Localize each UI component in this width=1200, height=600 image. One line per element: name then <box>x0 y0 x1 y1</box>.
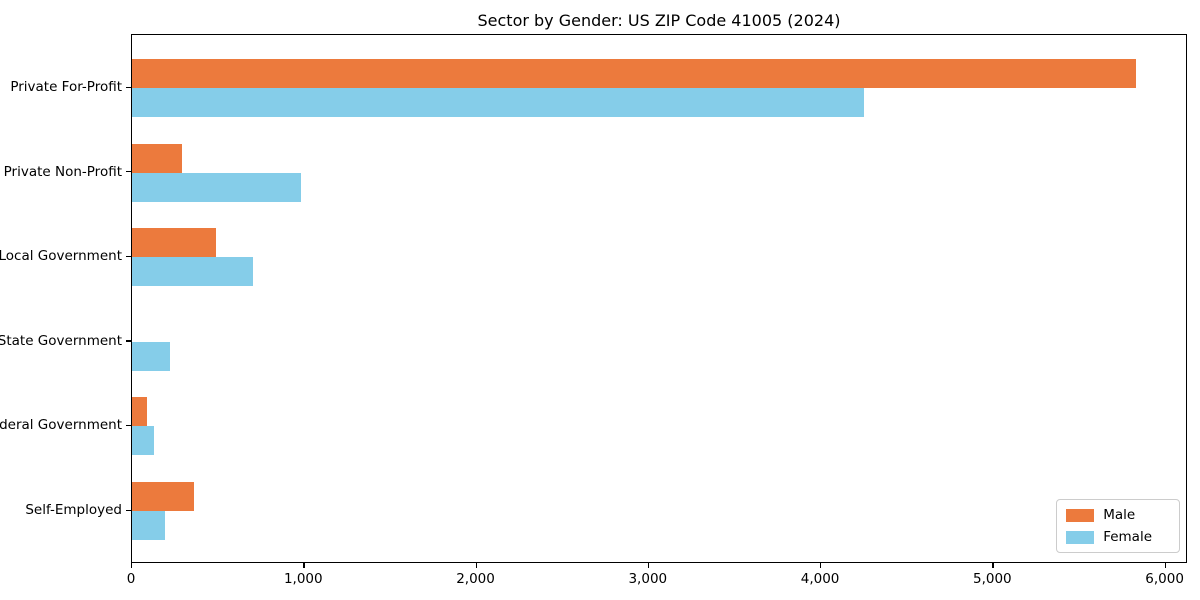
bar-male <box>132 228 217 258</box>
x-tick-mark <box>475 563 477 568</box>
y-tick-mark <box>126 255 131 257</box>
y-tick-mark <box>126 86 131 88</box>
legend-label: Male <box>1103 507 1136 523</box>
y-axis-category-label: Local Government <box>0 248 122 265</box>
bar-female <box>132 257 253 287</box>
x-tick-label: 3,000 <box>628 571 668 587</box>
x-tick-mark <box>1164 563 1166 568</box>
x-tick-mark <box>820 563 822 568</box>
y-tick-mark <box>126 509 131 511</box>
bar-female <box>132 172 301 202</box>
x-tick-mark <box>131 563 133 568</box>
x-tick-label: 5,000 <box>973 571 1012 587</box>
plot-area: Male Female <box>131 34 1187 563</box>
legend-swatch-icon <box>1066 508 1095 522</box>
x-tick-mark <box>303 563 305 568</box>
y-axis-category-label: Self-Employed <box>25 502 122 518</box>
chart-title: Sector by Gender: US ZIP Code 41005 (202… <box>477 11 841 30</box>
x-tick-label: 0 <box>126 571 136 587</box>
x-tick-mark <box>647 563 650 568</box>
y-axis-category-label: Private For-Profit <box>10 79 122 95</box>
x-tick-mark <box>992 563 994 568</box>
bar-female <box>132 341 170 371</box>
bar-female <box>132 88 865 117</box>
y-axis-category-label: Private Non-Profit <box>3 163 122 180</box>
y-tick-mark <box>126 171 131 173</box>
bar-female <box>132 426 155 456</box>
y-axis-category-label: Federal Government <box>0 417 122 434</box>
bar-male <box>132 59 1137 88</box>
legend-swatch-icon <box>1066 530 1095 544</box>
y-tick-mark <box>126 340 131 342</box>
y-tick-mark <box>126 424 131 427</box>
legend: Male Female <box>1056 499 1180 553</box>
bar-female <box>132 511 165 540</box>
legend-item: Male <box>1066 507 1170 523</box>
x-tick-label: 6,000 <box>1145 571 1184 587</box>
bar-male <box>132 143 182 173</box>
bar-male <box>132 397 147 427</box>
x-tick-label: 1,000 <box>283 571 323 587</box>
y-axis-category-label: State Government <box>0 332 122 349</box>
x-tick-label: 2,000 <box>456 571 495 587</box>
bar-male <box>132 482 195 511</box>
x-tick-label: 4,000 <box>800 571 840 587</box>
legend-label: Female <box>1103 529 1152 545</box>
legend-item: Female <box>1066 529 1170 545</box>
